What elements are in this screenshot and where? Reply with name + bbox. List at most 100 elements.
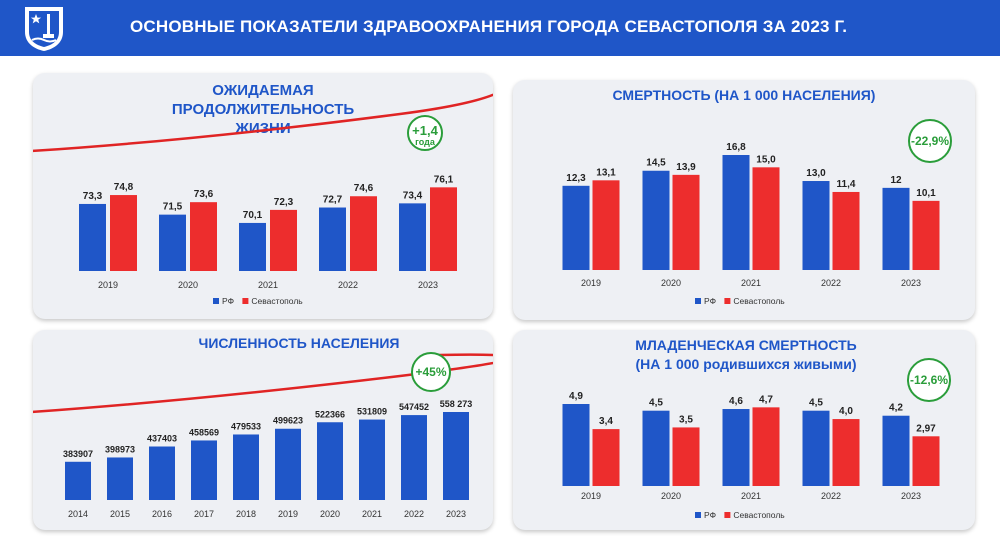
bar bbox=[350, 196, 377, 271]
x-tick-label: 2019 bbox=[98, 280, 118, 290]
x-tick-label: 2022 bbox=[404, 509, 424, 519]
data-label: 13,0 bbox=[806, 168, 826, 179]
bar bbox=[912, 436, 940, 486]
bar bbox=[562, 404, 590, 486]
legend-entry: Севастополь bbox=[733, 296, 785, 306]
change-badge-value: +1,4 bbox=[412, 123, 438, 138]
bar bbox=[401, 415, 427, 500]
data-label: 72,7 bbox=[323, 195, 343, 206]
life-expectancy-panel: ОЖИДАЕМАЯ ПРОДОЛЖИТЕЛЬНОСТЬ ЖИЗНИ 73,3 74,8 2… bbox=[33, 73, 493, 319]
bar bbox=[233, 434, 259, 500]
legend-swatch bbox=[242, 298, 249, 304]
data-label: 15,0 bbox=[756, 154, 776, 165]
life-expectancy-chart: ОЖИДАЕМАЯПРОДОЛЖИТЕЛЬНОСТЬЖИЗНИ73,374,82… bbox=[33, 82, 493, 306]
x-tick-label: 2023 bbox=[901, 278, 921, 288]
bar bbox=[722, 155, 750, 270]
infant-mortality-chart: МЛАДЕНЧЕСКАЯ СМЕРТНОСТЬ (НА 1 000 родивши… bbox=[562, 337, 951, 520]
bar bbox=[752, 407, 780, 486]
data-label: 479533 bbox=[231, 421, 261, 431]
legend-entry: РФ bbox=[704, 296, 716, 306]
bar bbox=[882, 187, 910, 270]
x-tick-label: 2021 bbox=[258, 280, 278, 290]
data-label: 398973 bbox=[105, 444, 135, 454]
data-label: 458569 bbox=[189, 427, 219, 437]
x-tick-label: 2018 bbox=[236, 509, 256, 519]
page-title: ОСНОВНЫЕ ПОКАЗАТЕЛИ ЗДРАВООХРАНЕНИЯ ГОРО… bbox=[130, 17, 848, 36]
data-label: 74,8 bbox=[114, 182, 134, 193]
data-label: 74,6 bbox=[354, 183, 374, 194]
data-label: 12 bbox=[890, 175, 902, 186]
change-badge bbox=[411, 352, 451, 392]
data-label: 383907 bbox=[63, 449, 93, 459]
data-label: 13,1 bbox=[596, 167, 616, 178]
chart-title-line: (НА 1 000 родившихся живыми) bbox=[636, 356, 857, 372]
data-label: 13,9 bbox=[676, 162, 696, 173]
data-label: 522366 bbox=[315, 409, 345, 419]
x-tick-label: 2019 bbox=[581, 491, 601, 501]
change-badge bbox=[407, 115, 443, 151]
data-label: 4,0 bbox=[839, 406, 853, 417]
x-tick-label: 2022 bbox=[821, 491, 841, 501]
change-badge bbox=[907, 358, 951, 402]
data-label: 11,4 bbox=[837, 179, 856, 190]
data-label: 14,5 bbox=[646, 158, 666, 169]
legend-swatch bbox=[724, 298, 731, 304]
bar bbox=[802, 410, 830, 486]
header-bar: ОСНОВНЫЕ ПОКАЗАТЕЛИ ЗДРАВООХРАНЕНИЯ ГОРО… bbox=[0, 0, 1000, 56]
bar bbox=[275, 428, 301, 500]
data-label: 4,7 bbox=[759, 394, 773, 405]
bar bbox=[65, 461, 91, 500]
data-label: 547452 bbox=[399, 402, 429, 412]
legend-swatch bbox=[695, 298, 701, 304]
data-label: 4,9 bbox=[569, 391, 583, 402]
x-tick-label: 2019 bbox=[581, 278, 601, 288]
bar bbox=[319, 207, 346, 271]
chart-title-line: МЛАДЕНЧЕСКАЯ СМЕРТНОСТЬ bbox=[635, 337, 856, 353]
x-tick-label: 2023 bbox=[418, 280, 438, 290]
bar bbox=[443, 412, 469, 500]
x-tick-label: 2016 bbox=[152, 509, 172, 519]
x-tick-label: 2022 bbox=[338, 280, 358, 290]
data-label: 10,1 bbox=[916, 188, 936, 199]
x-tick-label: 2014 bbox=[68, 509, 88, 519]
data-label: 2,97 bbox=[916, 423, 936, 434]
bar bbox=[672, 427, 700, 486]
chart-title-line: ОЖИДАЕМАЯ bbox=[212, 82, 313, 99]
legend-swatch bbox=[695, 512, 701, 518]
legend-swatch bbox=[213, 298, 219, 304]
infant-mortality-panel: МЛАДЕНЧЕСКАЯ СМЕРТНОСТЬ (НА 1 000 родивши… bbox=[513, 330, 975, 530]
bar bbox=[270, 209, 297, 271]
data-label: 531809 bbox=[357, 407, 387, 417]
data-label: 4,2 bbox=[889, 403, 903, 414]
bar bbox=[107, 457, 133, 500]
bar bbox=[752, 167, 780, 270]
data-label: 70,1 bbox=[243, 210, 263, 221]
data-label: 76,1 bbox=[434, 174, 454, 185]
data-label: 499623 bbox=[273, 416, 303, 426]
data-label: 73,4 bbox=[403, 190, 423, 201]
data-label: 73,6 bbox=[194, 189, 214, 200]
data-label: 4,6 bbox=[729, 396, 743, 407]
x-tick-label: 2023 bbox=[446, 509, 466, 519]
mortality-chart: СМЕРТНОСТЬ (НА 1 000 НАСЕЛЕНИЯ) 12,3 13,1 2… bbox=[562, 87, 952, 306]
bar bbox=[317, 422, 343, 500]
chart-title-line: ЧИСЛЕННОСТЬ НАСЕЛЕНИЯ bbox=[199, 335, 400, 351]
bar bbox=[359, 419, 385, 500]
bar bbox=[159, 214, 186, 271]
x-tick-label: 2017 bbox=[194, 509, 214, 519]
population-chart: ЧИСЛЕННОСТЬ НАСЕЛЕНИЯ 383907 2014 398973 201… bbox=[33, 335, 493, 519]
data-label: 3,4 bbox=[599, 416, 613, 427]
data-label: 71,5 bbox=[163, 202, 183, 213]
bar bbox=[592, 429, 620, 486]
x-tick-label: 2022 bbox=[821, 278, 841, 288]
bar bbox=[190, 202, 217, 271]
change-badge-value: +45% bbox=[415, 365, 446, 379]
bar bbox=[430, 187, 457, 271]
legend-swatch bbox=[724, 512, 731, 518]
legend-entry: Севастополь bbox=[733, 510, 785, 520]
bar bbox=[722, 409, 750, 486]
data-label: 4,5 bbox=[649, 398, 663, 409]
bar bbox=[191, 440, 217, 500]
x-tick-label: 2021 bbox=[741, 278, 761, 288]
x-tick-label: 2015 bbox=[110, 509, 130, 519]
